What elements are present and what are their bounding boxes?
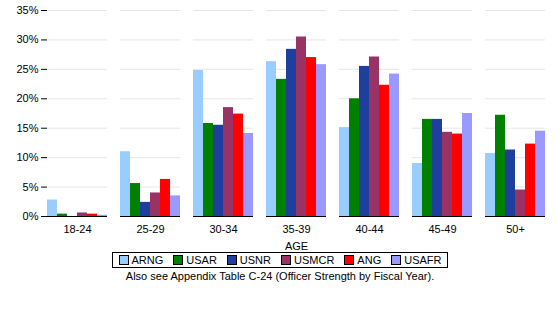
html-text:USAR: USAR	[186, 254, 217, 266]
svg-text:45-49: 45-49	[428, 223, 456, 235]
svg-text:10%: 10%	[16, 151, 38, 163]
svg-text:50+: 50+	[506, 223, 525, 235]
html-text:USMCR: USMCR	[294, 254, 335, 266]
svg-text:30%: 30%	[16, 33, 38, 45]
svg-text:5%: 5%	[23, 181, 39, 193]
html-text:ARNG: ARNG	[131, 254, 164, 266]
html-text:Also see Appendix Table C-24 (: Also see Appendix Table C-24 (Officer St…	[125, 270, 435, 282]
svg-text:25-29: 25-29	[136, 223, 164, 235]
svg-text:15%: 15%	[16, 122, 38, 134]
svg-text:30-34: 30-34	[209, 223, 237, 235]
svg-text:35%: 35%	[16, 4, 38, 16]
svg-text:18-24: 18-24	[63, 223, 91, 235]
html-text:USAFR: USAFR	[404, 254, 442, 266]
svg-text:20%: 20%	[16, 92, 38, 104]
html-text:ANG: ANG	[357, 254, 382, 266]
svg-text:AGE: AGE	[285, 240, 308, 252]
svg-text:25%: 25%	[16, 63, 38, 75]
svg-text:35-39: 35-39	[282, 223, 310, 235]
html-text:USNR: USNR	[239, 254, 271, 266]
svg-text:40-44: 40-44	[355, 223, 383, 235]
svg-text:0%: 0%	[23, 210, 39, 222]
